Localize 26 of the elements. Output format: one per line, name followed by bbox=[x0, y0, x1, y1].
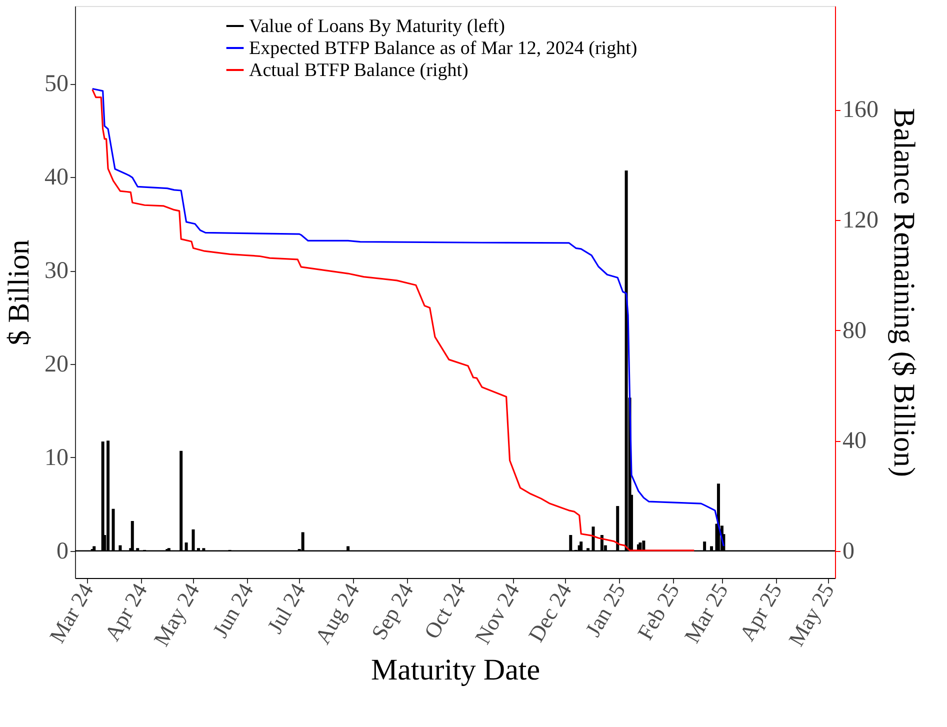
y-tick-label: 20 bbox=[44, 351, 68, 378]
y2-tick-label: 160 bbox=[842, 97, 878, 124]
y2-tick-label: 120 bbox=[842, 208, 878, 234]
x-tick-label: Jan 25 bbox=[580, 579, 630, 641]
x-tick-label: Dec 24 bbox=[523, 579, 576, 646]
x-tick-label: Jul 24 bbox=[262, 579, 310, 638]
x-axis-title: Maturity Date bbox=[370, 654, 540, 687]
y-tick-label: 30 bbox=[44, 258, 68, 284]
y-axis-title: $ Billion bbox=[2, 240, 36, 346]
x-tick-label: Sep 24 bbox=[366, 579, 418, 644]
legend-label: Value of Loans By Maturity (left) bbox=[249, 16, 505, 37]
x-tick-label: Jun 24 bbox=[207, 579, 258, 642]
x-tick-label: Oct 24 bbox=[418, 579, 470, 643]
y-tick-label: 0 bbox=[56, 538, 68, 564]
y-tick-label: 40 bbox=[44, 164, 68, 191]
y2-tick-label: 0 bbox=[842, 538, 854, 564]
x-tick-label: Apr 25 bbox=[734, 579, 787, 645]
y-tick-label: 10 bbox=[44, 444, 68, 471]
x-tick-label: Mar 24 bbox=[44, 579, 98, 648]
legend-label: Expected BTFP Balance as of Mar 12, 2024 (right) bbox=[249, 38, 638, 59]
y2-tick-label: 80 bbox=[842, 318, 866, 344]
y2-tick-label: 40 bbox=[842, 428, 866, 454]
y-tick-label: 50 bbox=[44, 71, 68, 98]
x-tick-label: Apr 24 bbox=[99, 579, 152, 645]
y2-axis-title: Balance Remaining ($ Billion) bbox=[888, 108, 920, 478]
legend-label: Actual BTFP Balance (right) bbox=[249, 60, 468, 81]
